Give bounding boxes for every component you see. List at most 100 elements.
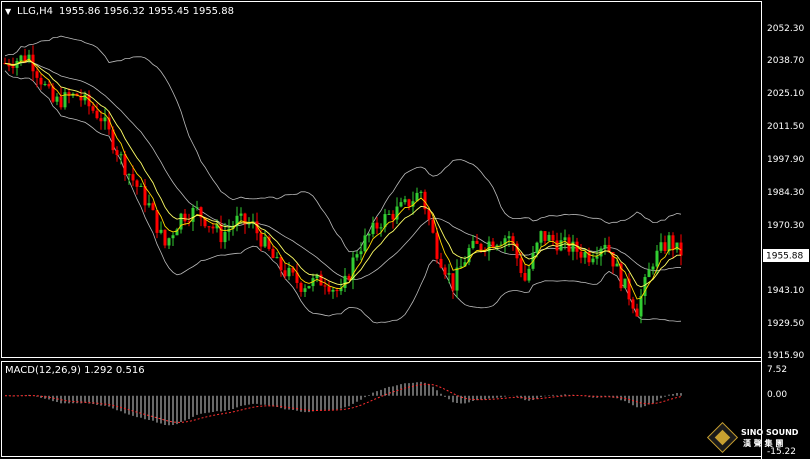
current-price-value: 1955.88 (766, 252, 803, 262)
candle-body (659, 242, 663, 251)
candle-body (259, 233, 263, 247)
price-tick: 2038.70 (767, 56, 804, 66)
candle-body (183, 213, 187, 222)
price-tick: 1929.50 (767, 319, 804, 329)
candle-body (127, 174, 131, 176)
candle-body (651, 266, 655, 270)
candle-body (55, 96, 59, 102)
candle-body (615, 263, 619, 267)
candle-body (463, 262, 467, 267)
candle-body (523, 272, 527, 281)
candle-body (151, 203, 155, 211)
candle-body (647, 269, 651, 278)
candle-body (203, 217, 207, 227)
candle-body (267, 236, 271, 249)
candle-body (507, 236, 511, 239)
sino-sound-logo: SINO SOUND 漢 聲 集 團 (706, 421, 799, 454)
candle-body (167, 238, 171, 246)
candle-body (23, 55, 27, 62)
candle-body (327, 286, 331, 292)
candle-body (635, 308, 639, 317)
price-tick: 2052.30 (767, 24, 804, 34)
candle-body (675, 242, 679, 250)
candle-body (491, 241, 495, 248)
candle-body (291, 267, 295, 273)
candle-body (539, 231, 543, 243)
candle-body (255, 221, 259, 234)
candle-body (555, 240, 559, 251)
macd-signal-line (5, 383, 682, 423)
candle-body (243, 213, 247, 225)
macd-tick: -15.22 (767, 447, 796, 457)
candle-body (331, 289, 335, 292)
candle-body (583, 252, 587, 258)
candle-body (155, 210, 159, 233)
candle-body (39, 77, 43, 85)
candle-body (459, 266, 463, 268)
candle-body (655, 250, 659, 267)
candle-body (527, 268, 531, 281)
candle-body (607, 244, 611, 253)
candle-body (67, 92, 71, 96)
candle-body (339, 287, 343, 292)
candle-body (287, 267, 291, 277)
candle-body (119, 154, 123, 156)
candle-body (455, 267, 459, 291)
candle-body (535, 242, 539, 253)
logo-text-cn: 漢 聲 集 團 (743, 438, 783, 448)
candle-body (627, 278, 631, 300)
candle-body (103, 117, 107, 122)
candle-body (375, 222, 379, 229)
candle-body (423, 191, 427, 210)
macd-tick: 7.52 (767, 365, 787, 375)
chart-menu-arrow-icon[interactable]: ▼ (5, 7, 12, 16)
candle-body (195, 207, 199, 209)
candle-body (143, 186, 147, 206)
candle-body (487, 241, 491, 252)
candle-body (355, 254, 359, 258)
candle-body (235, 215, 239, 226)
candle-body (471, 240, 475, 249)
candle-body (115, 150, 119, 156)
candle-body (87, 94, 91, 107)
macd-histogram (5, 381, 682, 426)
candle-body (411, 201, 415, 207)
candle-body (271, 248, 275, 259)
ohlc-values: 1955.86 1956.32 1955.45 1955.88 (59, 6, 234, 17)
candle-body (343, 275, 347, 288)
candle-body (563, 237, 567, 241)
price-tick: 1984.30 (767, 188, 804, 198)
candle-body (639, 296, 643, 317)
candle-body (419, 191, 423, 193)
candle-body (279, 257, 283, 271)
price-tick: 1970.30 (767, 221, 804, 231)
price-tick: 1943.10 (767, 286, 804, 296)
candle-body (303, 288, 307, 292)
candle-body (399, 202, 403, 207)
candle-body (239, 213, 243, 216)
candle-body (475, 240, 479, 244)
candle-body (299, 282, 303, 292)
candle-body (371, 222, 375, 235)
candle-body (139, 186, 143, 188)
candle-body (347, 275, 351, 280)
candle-body (503, 238, 507, 245)
ma-slow-line (4, 60, 681, 288)
bollinger-upper (4, 35, 682, 253)
candle-body (283, 270, 287, 277)
candle-body (211, 226, 215, 229)
candle-body (611, 252, 615, 267)
candle-body (231, 225, 235, 229)
candle-body (63, 92, 67, 108)
logo-text-en: SINO SOUND (741, 428, 799, 437)
candle-body (367, 234, 371, 236)
price-tick: 1915.90 (767, 351, 804, 361)
candle-body (47, 83, 51, 87)
candle-body (335, 289, 339, 292)
candle-body (383, 214, 387, 228)
candle-body (415, 192, 419, 202)
candle-body (191, 208, 195, 222)
candle-body (199, 207, 203, 218)
candle-body (79, 95, 83, 101)
